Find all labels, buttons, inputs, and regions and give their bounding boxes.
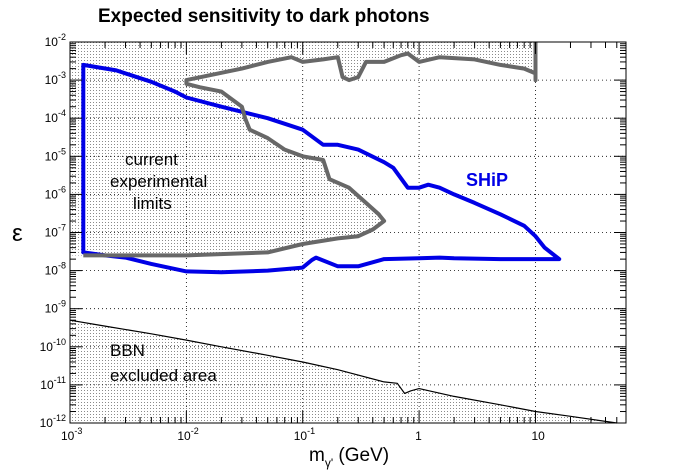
bbn-annotation: BBN excluded area — [110, 341, 217, 385]
x-tick-labels: 10-3 10-2 10-1 1 10 — [61, 426, 545, 443]
bbn-limit-curve — [69, 319, 617, 424]
y-tick-label: 10-9 — [45, 299, 66, 316]
y-tick-label: 10-7 — [45, 223, 66, 240]
excluded-region-shading — [70, 42, 617, 423]
y-tick-label: 10-2 — [45, 32, 66, 49]
x-tick-label: 1 — [415, 429, 422, 443]
x-tick-label: 10-2 — [177, 426, 198, 443]
x-tick-label: 10-1 — [294, 426, 315, 443]
current-limits-line-2: experimental — [110, 172, 207, 191]
y-tick-label: 10-4 — [45, 108, 66, 125]
bbn-line-1: BBN — [110, 341, 145, 360]
ship-sensitivity-curve — [81, 62, 562, 275]
series-layer — [69, 42, 617, 424]
y-tick-label: 10-5 — [45, 146, 66, 163]
y-tick-label: 10-3 — [45, 70, 66, 87]
y-tick-label: 10-6 — [45, 184, 66, 201]
current-limits-line-3: limits — [133, 194, 172, 213]
x-tick-label: 10-3 — [61, 426, 82, 443]
x-axis-label: mγ' (GeV) — [309, 445, 389, 470]
bbn-line-2: excluded area — [110, 366, 217, 385]
chart-title: Expected sensitivity to dark photons — [98, 6, 430, 27]
current-limits-line-1: current — [125, 150, 178, 169]
grid — [70, 42, 626, 423]
ship-annotation: SHiP — [466, 170, 508, 190]
axis-ticks — [69, 41, 627, 424]
current-limits-annotation: current experimental limits — [110, 150, 207, 213]
y-tick-labels: 10-12 10-11 10-10 10-9 10-8 10-7 10-6 10-5 10-4 1… — [40, 32, 66, 430]
y-tick-label: 10-8 — [45, 261, 66, 278]
y-tick-label: 10-12 — [40, 413, 66, 430]
y-tick-label: 10-10 — [40, 337, 66, 354]
plot-area — [69, 41, 627, 424]
y-tick-label: 10-11 — [40, 375, 66, 392]
x-tick-label: 10 — [531, 429, 545, 443]
current-limits-curve — [83, 42, 538, 258]
y-axis-label: ε — [12, 220, 23, 247]
